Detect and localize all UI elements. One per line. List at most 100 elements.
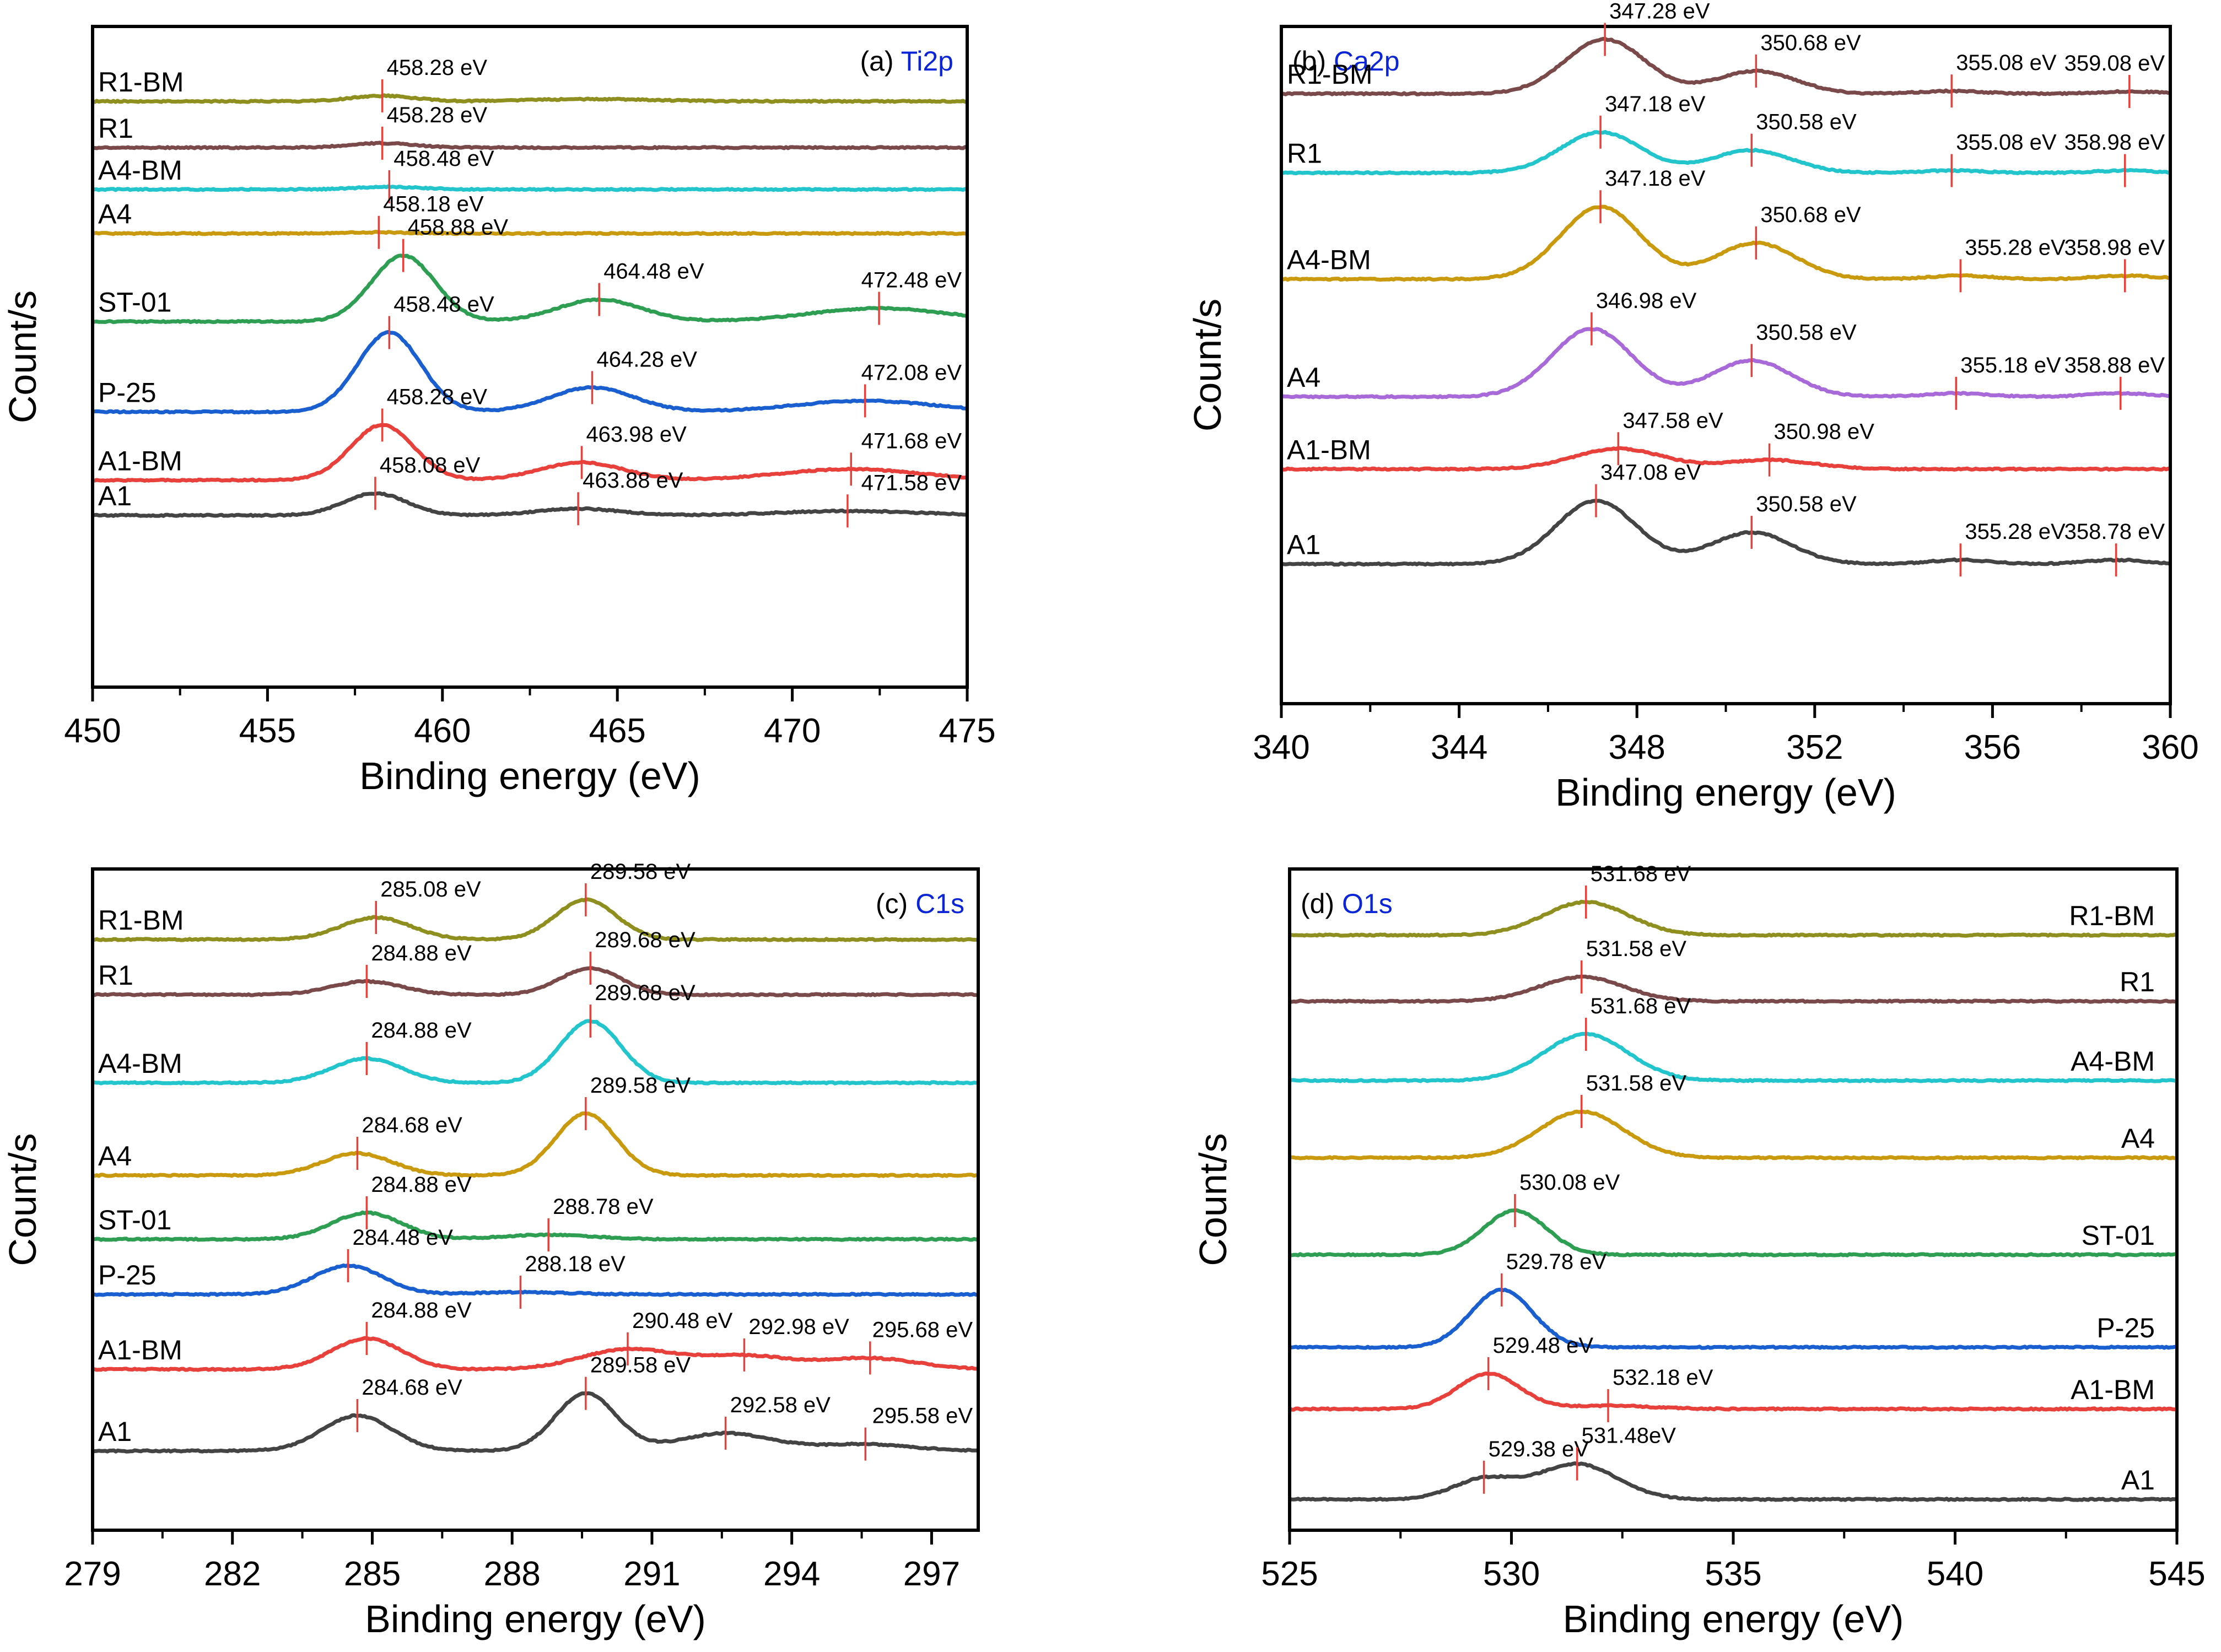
- series-label: R1-BM: [98, 67, 184, 98]
- spectrum-line: [94, 1336, 977, 1372]
- series-label: A1: [1287, 530, 1320, 560]
- y-axis-title: Count/s: [1186, 299, 1229, 431]
- peak-label: 295.58 eV: [872, 1404, 973, 1428]
- x-axis-title: Binding energy (eV): [1563, 1597, 1904, 1640]
- peak-label: 529.78 eV: [1506, 1250, 1607, 1274]
- peak-label: 288.18 eV: [525, 1252, 626, 1276]
- peak-label: 531.68 eV: [1591, 994, 1691, 1018]
- peak-label: 358.88 eV: [2064, 353, 2165, 377]
- x-axis-title: Binding energy (eV): [1555, 771, 1896, 814]
- peak-label: 289.68 eV: [595, 928, 696, 952]
- peak-label: 350.68 eV: [1760, 31, 1861, 55]
- peak-label: 347.08 eV: [1600, 461, 1701, 485]
- series-a1-bm: A1-BM 284.88 eV 290.48 eV 292.98 eV 295.68 e…: [94, 1298, 977, 1375]
- x-tick-label: 360: [2142, 728, 2198, 766]
- spectrum-line: [1283, 129, 2169, 176]
- series-r1-bm: R1-BM 531.68 eV: [1291, 862, 2175, 938]
- panel-letter: (d): [1301, 888, 1342, 919]
- y-axis-title: Count/s: [1, 1133, 44, 1266]
- series-label: A1-BM: [2071, 1374, 2155, 1405]
- spectrum-line: [1291, 974, 2175, 1004]
- x-tick-label: 356: [1964, 728, 2021, 766]
- peak-label: 458.88 eV: [408, 215, 509, 240]
- peak-label: 463.98 eV: [586, 422, 687, 446]
- series-st-01: ST-01 530.08 eV: [1291, 1170, 2175, 1257]
- spectrum-line: [94, 1111, 977, 1178]
- peak-label: 358.98 eV: [2064, 131, 2165, 155]
- peak-label: 284.48 eV: [352, 1225, 453, 1250]
- series-a4: A4 531.58 eV: [1291, 1071, 2175, 1160]
- peak-label: 347.28 eV: [1609, 0, 1710, 24]
- series-st-01: ST-01 458.88 eV 464.48 eV 472.48 eV: [94, 215, 966, 325]
- peak-label: 458.28 eV: [387, 103, 488, 127]
- spectrum-line: [94, 330, 966, 415]
- spectrum-line: [94, 897, 977, 942]
- peak-label: 284.88 eV: [371, 1173, 472, 1197]
- spectrum-line: [1291, 1208, 2175, 1257]
- peak-label: 347.18 eV: [1605, 92, 1706, 116]
- spectrum-line: [1283, 204, 2169, 282]
- peak-label: 295.68 eV: [872, 1318, 973, 1342]
- x-tick-label: 470: [764, 712, 821, 750]
- series-a1-bm: A1-BM 347.58 eV 350.98 eV: [1283, 408, 2169, 477]
- y-axis-title: Count/s: [1192, 1133, 1235, 1266]
- spectrum-line: [94, 1019, 977, 1086]
- series-a4-bm: A4-BM 458.48 eV: [94, 147, 966, 203]
- x-tick-label: 294: [763, 1555, 820, 1593]
- peak-label: 458.18 eV: [383, 192, 484, 217]
- spectrum-line: [94, 230, 966, 236]
- x-tick-label: 545: [2148, 1555, 2205, 1593]
- panel-c: 279 282 285 288 291 294 297 Binding energy (eV)…: [1, 860, 980, 1640]
- x-tick-label: 279: [64, 1555, 121, 1593]
- x-tick-label: 535: [1705, 1555, 1761, 1593]
- peak-label: 292.98 eV: [748, 1315, 849, 1339]
- x-tick-label: 297: [903, 1555, 960, 1593]
- panel-title: (a) Ti2p: [860, 46, 953, 77]
- x-tick-label: 344: [1431, 728, 1487, 766]
- peak-label: 355.28 eV: [1965, 520, 2066, 544]
- peak-label: 463.88 eV: [583, 468, 683, 493]
- x-tick-label: 288: [483, 1555, 540, 1593]
- spectrum-line: [94, 184, 966, 192]
- series-label: A4-BM: [98, 155, 182, 186]
- peak-label: 355.08 eV: [1956, 51, 2057, 75]
- peak-label: 289.58 eV: [590, 1073, 691, 1098]
- spectrum-line: [1291, 1461, 2175, 1502]
- series-label: A1-BM: [1287, 434, 1371, 465]
- peak-label: 530.08 eV: [1519, 1170, 1620, 1195]
- x-tick-label: 525: [1261, 1555, 1318, 1593]
- spectrum-line: [94, 966, 977, 997]
- spectrum-line: [94, 93, 966, 104]
- peak-label: 458.48 eV: [393, 147, 494, 171]
- peak-label: 284.68 eV: [362, 1375, 462, 1400]
- x-tick-label: 348: [1608, 728, 1665, 766]
- series-a1-bm: A1-BM 529.48 eV 532.18 eV: [1291, 1334, 2175, 1422]
- series-label: R1: [98, 960, 133, 991]
- peak-label: 529.38 eV: [1489, 1437, 1589, 1461]
- peak-label: 284.68 eV: [362, 1113, 462, 1137]
- x-tick-label: 450: [64, 712, 121, 750]
- panel-title: (d) O1s: [1301, 888, 1393, 919]
- peak-label: 289.58 eV: [590, 860, 691, 884]
- x-tick-label: 352: [1786, 728, 1843, 766]
- peak-label: 350.68 eV: [1760, 203, 1861, 227]
- spectrum-line: [94, 1263, 977, 1297]
- series-label: P-25: [98, 1260, 157, 1291]
- series-label: A1-BM: [98, 1335, 182, 1365]
- series-p-25: P-25 529.78 eV: [1291, 1250, 2175, 1350]
- panel-a: 450 455 460 465 470 475 Binding energy (eV) Cou…: [1, 25, 996, 797]
- panel-letter: (b): [1292, 46, 1334, 77]
- series-label: A4-BM: [2071, 1046, 2155, 1077]
- peak-label: 285.08 eV: [380, 877, 481, 901]
- series-a1: A1 284.68 eV 289.58 eV 292.58 eV 295.58 eV: [94, 1353, 977, 1461]
- panel-element: Ca2p: [1334, 46, 1400, 77]
- panel-title: (c) C1s: [876, 888, 964, 919]
- spectrum-line: [1291, 1109, 2175, 1160]
- x-tick-label: 475: [939, 712, 995, 750]
- series-a1: A1 458.08 eV 463.88 eV 471.58 eV: [94, 453, 966, 528]
- plot-frame: [1288, 867, 2179, 1532]
- peak-label: 458.28 eV: [387, 385, 488, 409]
